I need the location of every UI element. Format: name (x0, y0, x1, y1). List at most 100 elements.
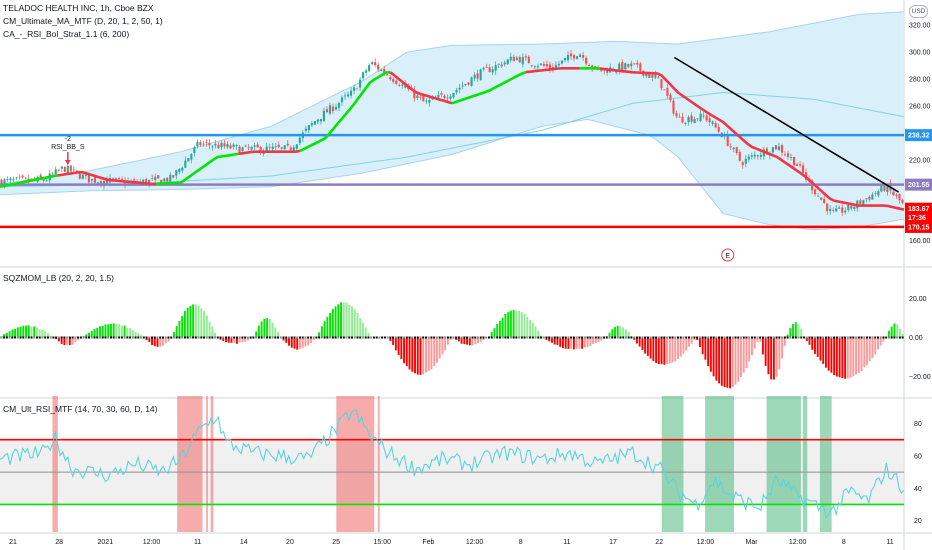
squeeze-dot (452, 336, 455, 339)
squeeze-dot (279, 336, 282, 339)
candle-body (295, 144, 298, 149)
candle-body (69, 165, 72, 172)
momentum-bar (507, 312, 510, 338)
momentum-bar (822, 337, 825, 364)
momentum-bar (364, 327, 367, 338)
candle-body (151, 178, 154, 180)
squeeze-dot (22, 336, 25, 339)
candle-body (792, 156, 796, 166)
squeeze-dot (808, 336, 811, 339)
price-tick-label: 300.00 (909, 50, 931, 57)
momentum-bar (633, 337, 636, 340)
currency-badge[interactable]: USD (909, 5, 928, 18)
squeeze-dot (427, 336, 430, 339)
candle-body (765, 148, 768, 155)
candle-body (633, 63, 636, 65)
momentum-bar (46, 333, 49, 338)
squeeze-dot (633, 336, 636, 339)
time-tick-label: 12:00 (697, 539, 715, 546)
momentum-bar (520, 312, 523, 338)
squeeze-dot (529, 336, 532, 339)
squeeze-dot (652, 336, 655, 339)
squeeze-dot (575, 336, 578, 339)
time-tick-label: 12:00 (466, 539, 484, 546)
momentum-bar (200, 308, 203, 338)
squeeze-dot (370, 336, 373, 339)
momentum-bar (205, 315, 208, 338)
squeeze-dot (60, 336, 63, 339)
momentum-bar (816, 337, 819, 357)
momentum-bar (192, 304, 195, 338)
squeeze-dot (446, 336, 449, 339)
candle-body (359, 79, 362, 88)
momentum-bar (359, 318, 362, 338)
momentum-bar (490, 332, 493, 338)
squeeze-dot (159, 336, 162, 339)
momentum-bar (778, 337, 781, 370)
candle-body (120, 179, 124, 181)
squeeze-dot (277, 336, 280, 339)
squeeze-dot (838, 336, 841, 339)
candle-body (636, 62, 639, 65)
momentum-bar (567, 337, 570, 349)
candle-body (886, 184, 889, 193)
squeeze-dot (11, 336, 14, 339)
momentum-bar (162, 337, 164, 346)
squeeze-dot (814, 336, 816, 339)
squeeze-dot (715, 336, 718, 339)
candle-body (268, 146, 271, 148)
squeeze-dot (490, 336, 493, 339)
squeeze-dot (329, 336, 332, 339)
squeeze-dot (449, 336, 452, 339)
squeeze-dot (457, 336, 460, 339)
time-tick-label: 21 (9, 539, 17, 546)
time-tick-label: 14 (240, 539, 248, 546)
ma-line-down (599, 67, 905, 211)
candle-body (449, 96, 452, 99)
squeeze-dot (282, 336, 285, 339)
candle-body (187, 157, 190, 162)
momentum-bar (107, 324, 110, 338)
candle-body (235, 145, 238, 147)
momentum-bar (764, 337, 767, 366)
candle-body (63, 166, 66, 172)
squeeze-dot (77, 336, 80, 339)
candle-body (859, 200, 862, 204)
squeeze-dot (118, 336, 121, 339)
momentum-bar (60, 337, 63, 344)
momentum-bar (309, 337, 312, 343)
candle-body (419, 96, 422, 98)
candle-body (835, 208, 838, 212)
candle-body (515, 57, 518, 60)
candle-body (362, 72, 365, 79)
momentum-bar (400, 337, 403, 360)
squeeze-dot (68, 336, 71, 339)
momentum-bar (622, 327, 625, 338)
momentum-bar (268, 319, 271, 338)
squeeze-dot (729, 336, 732, 339)
candle-body (871, 194, 874, 200)
squeeze-dot (107, 336, 110, 339)
candle-body (651, 75, 654, 78)
momentum-bar (534, 326, 537, 338)
candle-body (545, 64, 548, 67)
momentum-bar (761, 337, 764, 355)
squeeze-dot (197, 336, 200, 339)
candle-body (774, 145, 777, 150)
candle-body (93, 177, 96, 183)
momentum-bar (786, 334, 789, 338)
momentum-bar (342, 302, 345, 338)
squeeze-dot (383, 336, 386, 339)
oversold-zone (819, 396, 832, 532)
squeeze-dot (186, 336, 189, 339)
candle-body (217, 145, 220, 149)
earnings-marker-label: E (725, 253, 730, 260)
earnings-marker (721, 248, 735, 262)
squeeze-dot (140, 336, 143, 339)
squeeze-dot (556, 336, 559, 339)
momentum-bar (616, 325, 619, 338)
squeeze-dot (701, 336, 704, 339)
momentum-bar (751, 337, 753, 356)
candle-body (247, 147, 250, 149)
